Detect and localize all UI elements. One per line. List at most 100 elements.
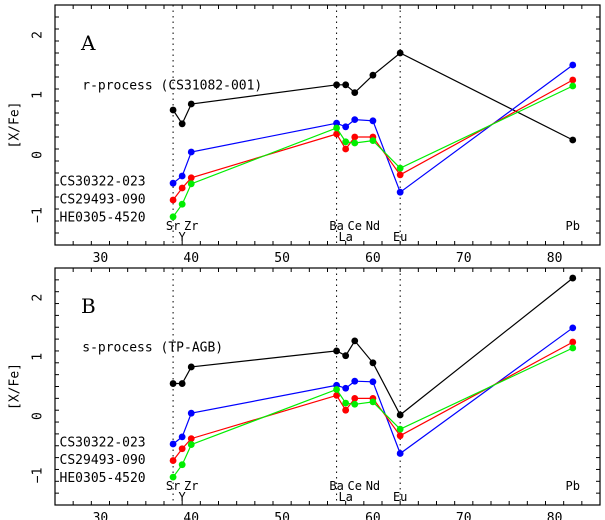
- annotation-label: CS29493-090: [60, 453, 146, 468]
- element-label: Y: [179, 230, 187, 244]
- data-point: [569, 324, 577, 332]
- y-tick-label: −1: [31, 207, 46, 223]
- data-point: [342, 406, 350, 414]
- data-point: [333, 130, 340, 138]
- element-label: Ce: [348, 479, 362, 493]
- data-point: [187, 435, 195, 443]
- data-point: [369, 359, 377, 367]
- annotation-label: HE0305-4520: [60, 471, 146, 486]
- data-point: [187, 148, 195, 156]
- data-point: [169, 196, 177, 204]
- y-axis-label: [X/Fe]: [8, 363, 23, 410]
- data-point: [169, 457, 177, 464]
- annotation-label: CS30322-023: [60, 435, 146, 450]
- data-point: [342, 123, 350, 131]
- data-point: [333, 119, 340, 127]
- data-point: [342, 352, 350, 360]
- x-tick-label: 80: [547, 511, 563, 520]
- x-tick-label: 60: [365, 251, 381, 266]
- x-tick-label: 50: [274, 251, 290, 266]
- data-point: [569, 344, 577, 352]
- data-point: [351, 89, 359, 96]
- series-line: [172, 347, 574, 478]
- data-point: [169, 106, 177, 114]
- annotation-label: CS30322-023: [60, 175, 146, 190]
- series-line: [173, 277, 574, 416]
- data-point: [169, 473, 177, 481]
- data-point: [369, 378, 377, 386]
- data-point: [396, 411, 404, 419]
- data-point: [333, 391, 340, 399]
- y-tick-label: 1: [31, 353, 46, 361]
- series-line: [172, 85, 574, 218]
- element-label: La: [338, 490, 352, 504]
- data-point: [333, 386, 340, 393]
- data-point: [351, 394, 359, 402]
- data-point: [396, 188, 404, 196]
- data-point: [351, 133, 359, 141]
- y-axis-label: [X/Fe]: [8, 102, 23, 149]
- panel-a: 30 40 50 60 70 80 −1 0 1 2 [X/Fe] Ar-process (CS310…: [8, 4, 601, 266]
- data-point: [178, 445, 186, 453]
- element-label: Ba: [329, 219, 343, 233]
- x-tick-label: 40: [183, 251, 199, 266]
- data-point: [369, 71, 377, 79]
- data-point: [351, 116, 359, 123]
- x-tick-label: 60: [365, 511, 381, 520]
- data-point: [569, 338, 577, 346]
- data-point: [369, 398, 377, 406]
- data-point: [569, 274, 577, 282]
- x-tick-label: 70: [456, 251, 472, 266]
- annotation-label: r-process (CS31082-001): [82, 79, 262, 94]
- data-point: [396, 432, 404, 440]
- data-point: [342, 138, 350, 146]
- element-label: Zr: [184, 479, 198, 493]
- annotation-label: s-process (TP-AGB): [82, 340, 223, 355]
- data-point: [351, 139, 359, 147]
- data-point: [333, 81, 340, 89]
- data-point: [369, 137, 377, 145]
- data-point: [333, 347, 340, 355]
- data-point: [396, 49, 404, 57]
- data-point: [369, 117, 377, 125]
- element-label: Eu: [393, 490, 407, 504]
- element-label: Sr: [166, 479, 180, 493]
- panel-b: 30 40 50 60 70 80 −1 0 1 2 [X/Fe] Bs-process (TP-AG…: [8, 267, 601, 520]
- data-point: [187, 441, 195, 448]
- data-point: [333, 124, 340, 132]
- element-label: Zr: [184, 219, 198, 233]
- data-point: [351, 377, 359, 385]
- element-label: Pb: [566, 479, 580, 493]
- panel-letter: A: [80, 31, 96, 55]
- data-point: [342, 145, 350, 153]
- x-tick-label: 50: [274, 511, 290, 520]
- y-tick-label: −1: [31, 468, 46, 484]
- data-point: [569, 136, 577, 144]
- data-point: [178, 200, 186, 208]
- element-label: Sr: [166, 219, 180, 233]
- panel-letter: B: [81, 294, 96, 318]
- y-tick-label: 0: [31, 151, 46, 159]
- annotation-label: HE0305-4520: [60, 211, 146, 226]
- data-point: [187, 409, 195, 417]
- data-point: [178, 433, 186, 441]
- data-point: [342, 81, 350, 89]
- data-point: [187, 174, 195, 182]
- data-point: [178, 120, 186, 128]
- x-tick-label: 80: [547, 251, 563, 266]
- element-label: Nd: [366, 219, 380, 233]
- data-point: [569, 61, 577, 69]
- data-point: [396, 164, 404, 172]
- element-label: Nd: [366, 479, 380, 493]
- x-tick-label: 30: [93, 251, 109, 266]
- data-point: [396, 450, 404, 457]
- element-label: Pb: [566, 219, 580, 233]
- data-point: [351, 337, 359, 345]
- data-point: [569, 76, 577, 84]
- data-point: [187, 100, 195, 108]
- y-tick-label: 2: [31, 31, 46, 39]
- element-label: Ba: [329, 479, 343, 493]
- element-label: Eu: [393, 230, 407, 244]
- series-line: [172, 52, 574, 141]
